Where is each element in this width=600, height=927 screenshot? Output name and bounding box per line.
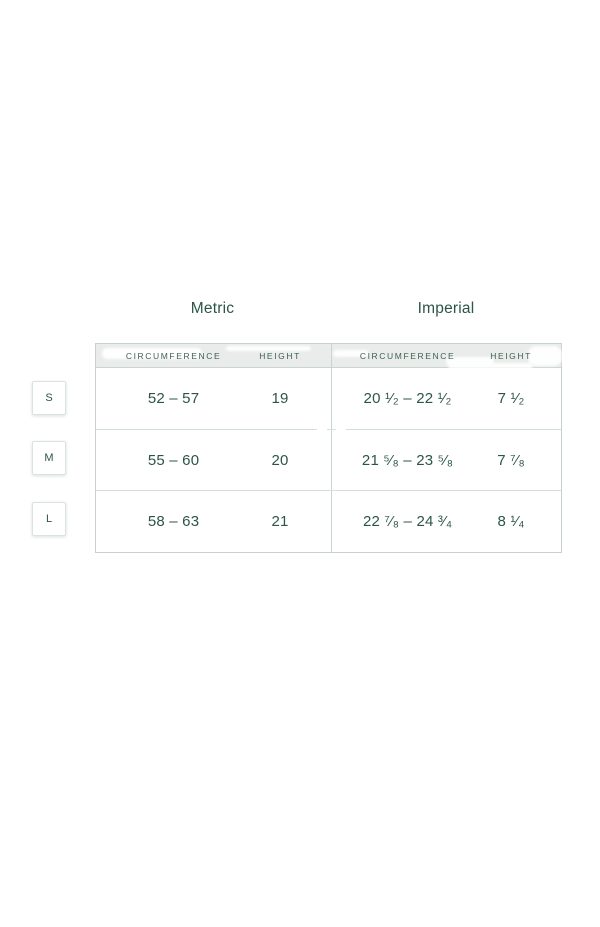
imperial-circumference-value: 21 ⁵⁄₈ – 23 ⁵⁄₈: [361, 451, 454, 469]
table-row-m: 55 – 60 20 21 ⁵⁄₈ – 23 ⁵⁄₈ 7 ⁷⁄₈: [96, 428, 561, 491]
imperial-height-value: 8 ¹⁄₄: [497, 513, 525, 531]
size-chart-table: CIRCUMFERENCE HEIGHT CIRCUMFERENCE HEIGH…: [95, 343, 562, 553]
imperial-circumference-value: 22 ⁷⁄₈ – 24 ³⁄₄: [362, 513, 453, 531]
metric-height-header: HEIGHT: [259, 350, 301, 361]
metric-circumference-value: 58 – 63: [147, 513, 200, 531]
metric-circumference-header: CIRCUMFERENCE: [125, 350, 222, 361]
imperial-height-header: HEIGHT: [490, 350, 532, 361]
metric-height-value: 19: [271, 389, 289, 407]
imperial-header-group: CIRCUMFERENCE HEIGHT: [331, 344, 561, 367]
imperial-section-title: Imperial: [417, 300, 475, 317]
imperial-circumference-value: 20 ¹⁄₂ – 22 ¹⁄₂: [363, 389, 452, 407]
metric-section-title: Metric: [190, 300, 235, 317]
metric-values: 55 – 60 20: [96, 430, 331, 491]
imperial-height-value: 7 ⁷⁄₈: [497, 451, 525, 469]
metric-values: 58 – 63 21: [96, 491, 331, 552]
size-badge-m[interactable]: M: [32, 441, 66, 475]
metric-header-group: CIRCUMFERENCE HEIGHT: [96, 344, 331, 367]
imperial-circumference-header: CIRCUMFERENCE: [359, 350, 456, 361]
metric-values: 52 – 57 19: [96, 368, 331, 429]
imperial-values: 20 ¹⁄₂ – 22 ¹⁄₂ 7 ¹⁄₂: [331, 368, 561, 429]
imperial-height-value: 7 ¹⁄₂: [497, 389, 525, 407]
table-header-row: CIRCUMFERENCE HEIGHT CIRCUMFERENCE HEIGH…: [96, 344, 561, 368]
table-row-s: 52 – 57 19 20 ¹⁄₂ – 22 ¹⁄₂ 7 ¹⁄₂: [96, 368, 561, 429]
table-row-l: 58 – 63 21 22 ⁷⁄₈ – 24 ³⁄₄ 8 ¹⁄₄: [96, 490, 561, 553]
imperial-values: 21 ⁵⁄₈ – 23 ⁵⁄₈ 7 ⁷⁄₈: [331, 429, 561, 491]
size-badge-s[interactable]: S: [32, 381, 66, 415]
imperial-values: 22 ⁷⁄₈ – 24 ³⁄₄ 8 ¹⁄₄: [331, 491, 561, 553]
metric-circumference-value: 55 – 60: [147, 451, 200, 469]
metric-height-value: 20: [271, 451, 289, 469]
metric-height-value: 21: [271, 513, 289, 531]
metric-circumference-value: 52 – 57: [147, 389, 200, 407]
size-badge-l[interactable]: L: [32, 502, 66, 536]
